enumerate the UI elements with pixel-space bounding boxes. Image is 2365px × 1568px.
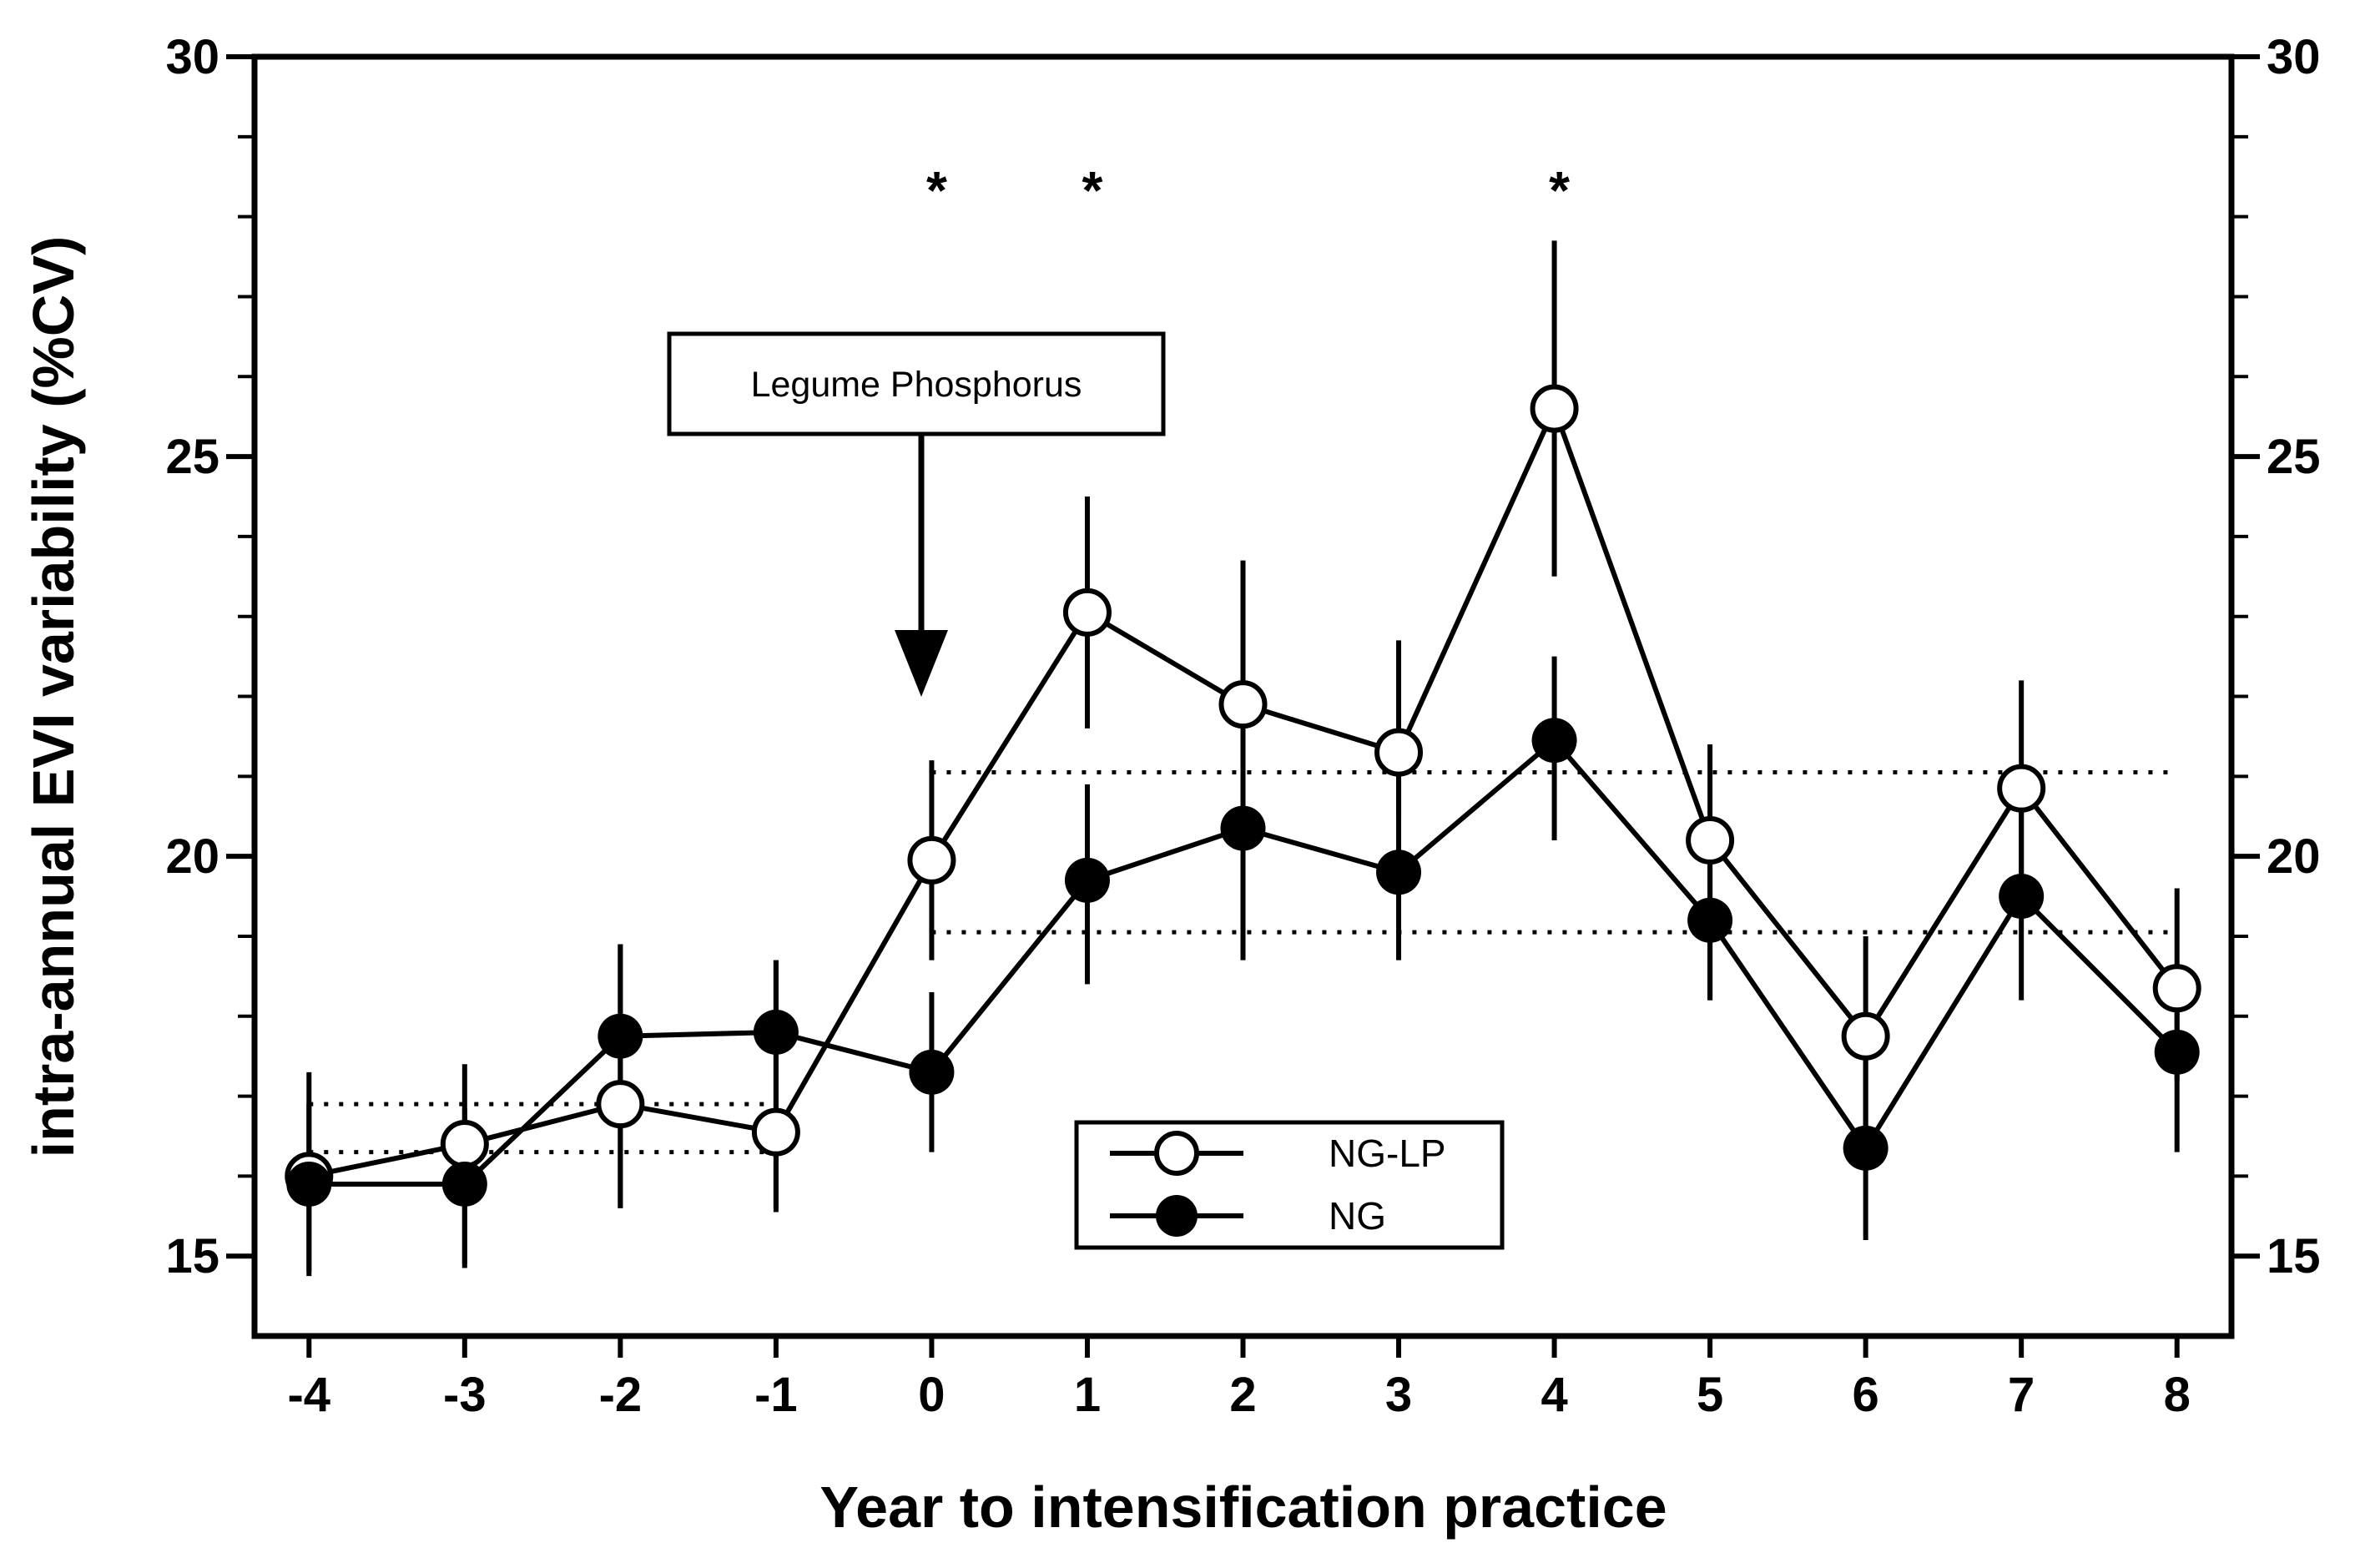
y-axis-title: intra-annual EVI variability (%CV) xyxy=(21,236,86,1158)
data-point-ng xyxy=(1531,718,1577,764)
x-axis-title: Year to intensification practice xyxy=(819,1475,1667,1540)
legend-box xyxy=(1074,1120,1505,1250)
legend-marker-ng xyxy=(1156,1195,1198,1237)
x-tick-label: 3 xyxy=(1385,1368,1412,1422)
x-tick-label: 0 xyxy=(918,1368,945,1422)
data-point-ng-lp xyxy=(1997,764,2046,813)
data-point-ng-lp xyxy=(440,1120,489,1169)
data-point-ng xyxy=(1376,850,1422,895)
data-point-ng xyxy=(753,1009,799,1055)
x-tick-label: 4 xyxy=(1541,1368,1567,1422)
y-tick-label-left: 25 xyxy=(165,430,219,484)
data-point-ng xyxy=(441,1161,487,1207)
x-tick-label: 7 xyxy=(2008,1368,2035,1422)
data-point-ng xyxy=(1999,874,2045,920)
data-point-ng-lp xyxy=(1374,728,1424,777)
data-point-ng-lp xyxy=(1062,587,1112,637)
data-point-ng-lp xyxy=(1686,815,1735,865)
y-tick-label-left: 15 xyxy=(165,1229,219,1283)
x-tick-label: 8 xyxy=(2164,1368,2191,1422)
annotation-text: Legume Phosphorus xyxy=(751,365,1082,405)
y-tick-label-right: 15 xyxy=(2267,1229,2321,1283)
legend-label-ng: NG xyxy=(1329,1194,1386,1238)
x-tick-label: -2 xyxy=(599,1368,643,1422)
data-point-ng xyxy=(2154,1029,2200,1075)
legend: NG-LP NG xyxy=(1074,1120,1505,1250)
data-point-ng-lp xyxy=(907,835,956,885)
significance-star: * xyxy=(1549,160,1570,220)
data-point-ng-lp xyxy=(1530,384,1579,433)
data-point-ng xyxy=(598,1013,643,1059)
y-tick-label-left: 30 xyxy=(165,30,219,84)
significance-star: * xyxy=(926,160,947,220)
significance-star: * xyxy=(1082,160,1103,220)
data-point-ng xyxy=(909,1049,955,1095)
x-tick-label: 2 xyxy=(1229,1368,1256,1422)
y-tick-label-right: 20 xyxy=(2267,829,2321,884)
x-tick-label: 6 xyxy=(1853,1368,1879,1422)
significance-markers: * * * xyxy=(926,160,1570,220)
x-tick-label: 1 xyxy=(1074,1368,1101,1422)
data-point-ng xyxy=(1064,857,1110,903)
data-point-ng xyxy=(1687,897,1733,943)
y-tick-label-right: 30 xyxy=(2267,30,2321,84)
legend-label-ng-lp: NG-LP xyxy=(1329,1132,1446,1175)
data-point-ng-lp xyxy=(1218,680,1268,729)
x-tick-label: -1 xyxy=(754,1368,798,1422)
data-point-ng xyxy=(286,1161,332,1207)
data-point-ng-lp xyxy=(596,1080,645,1129)
legend-marker-ng-lp xyxy=(1154,1131,1199,1176)
annotation-box xyxy=(667,331,1166,436)
y-tick-label-right: 25 xyxy=(2267,430,2321,484)
data-point-ng-lp xyxy=(2152,964,2201,1013)
annotation-arrow-head xyxy=(895,630,948,697)
x-tick-label: -3 xyxy=(443,1368,487,1422)
x-tick-label: -4 xyxy=(287,1368,330,1422)
data-point-ng-lp xyxy=(1841,1011,1890,1061)
data-point-ng-lp xyxy=(751,1107,800,1157)
data-point-ng xyxy=(1843,1125,1888,1171)
annotation: Legume Phosphorus xyxy=(667,331,1166,697)
data-point-ng xyxy=(1220,805,1266,851)
y-tick-label-left: 20 xyxy=(165,829,219,884)
x-tick-label: 5 xyxy=(1697,1368,1723,1422)
reference-lines xyxy=(309,770,2177,1155)
axes: -4 -3 -2 -1 0 1 2 3 4 5 6 7 8 15 15 20 20 25 25 30 30 xyxy=(165,30,2320,1422)
series-markers xyxy=(285,384,2201,1207)
